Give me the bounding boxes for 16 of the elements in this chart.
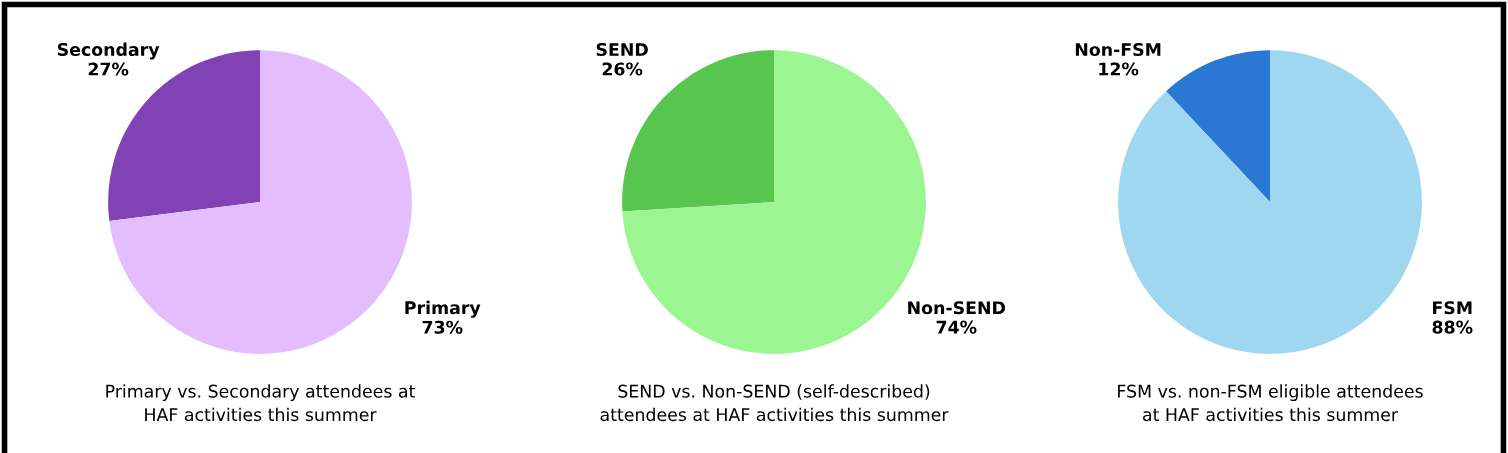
text: FSM vs. non-FSM eligible attendees at HAF activities this summer — [1118, 384, 1423, 422]
text: Primary vs. Secondary attendees at HAF activities this summer — [106, 384, 415, 422]
slice-label: Secondary — [57, 42, 160, 60]
data-label: 74% — [936, 320, 977, 334]
pie-slice — [1166, 50, 1270, 203]
slice-label: Primary — [405, 300, 481, 318]
slice-label: FSM — [1433, 301, 1472, 315]
data-label: 27% — [88, 62, 129, 76]
text: SEND vs. Non-SEND (self-described) attendees at HAF activities this summer — [600, 384, 949, 422]
slice-label: Non-SEND — [908, 301, 1006, 315]
data-label: 88% — [1432, 320, 1473, 334]
data-label: 26% — [602, 62, 643, 76]
data-label: 73% — [422, 320, 463, 334]
slice-label: Non-FSM — [1075, 42, 1161, 57]
data-label: 12% — [1099, 62, 1139, 76]
slice-label: SEND — [596, 42, 648, 57]
